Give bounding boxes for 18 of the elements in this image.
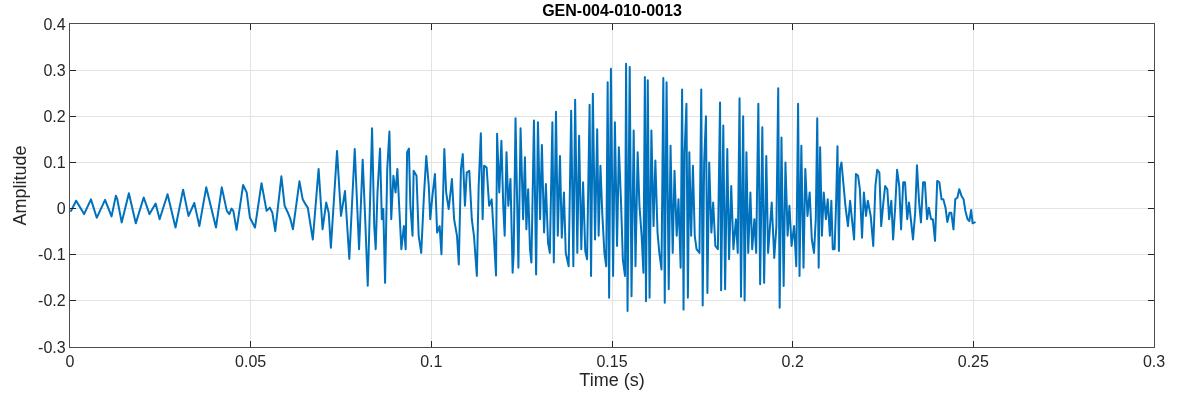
x-tick-label: 0.2 xyxy=(781,353,804,371)
x-tick-label: 0.25 xyxy=(957,353,989,371)
line-series xyxy=(70,62,976,313)
y-tick-label: 0 xyxy=(56,200,66,218)
y-tick-label: -0.3 xyxy=(38,338,66,356)
x-tick-label: 0.3 xyxy=(1142,353,1166,371)
y-tick-label: 0.4 xyxy=(43,15,66,33)
y-tick-label: 0.1 xyxy=(43,154,66,172)
x-tick-label: 0.15 xyxy=(596,353,628,371)
y-tick-label: 0.3 xyxy=(43,61,66,79)
x-tick-label: 0.1 xyxy=(420,353,443,371)
chart-title: GEN-004-010-0013 xyxy=(542,1,682,19)
y-tick-label: -0.1 xyxy=(38,246,66,264)
x-axis-title: Time (s) xyxy=(579,370,645,391)
y-tick-label: 0.2 xyxy=(43,107,66,125)
y-axis-title: Amplitude xyxy=(10,145,31,226)
x-tick-label: 0.05 xyxy=(235,353,267,371)
y-tick-label: -0.2 xyxy=(38,292,66,310)
